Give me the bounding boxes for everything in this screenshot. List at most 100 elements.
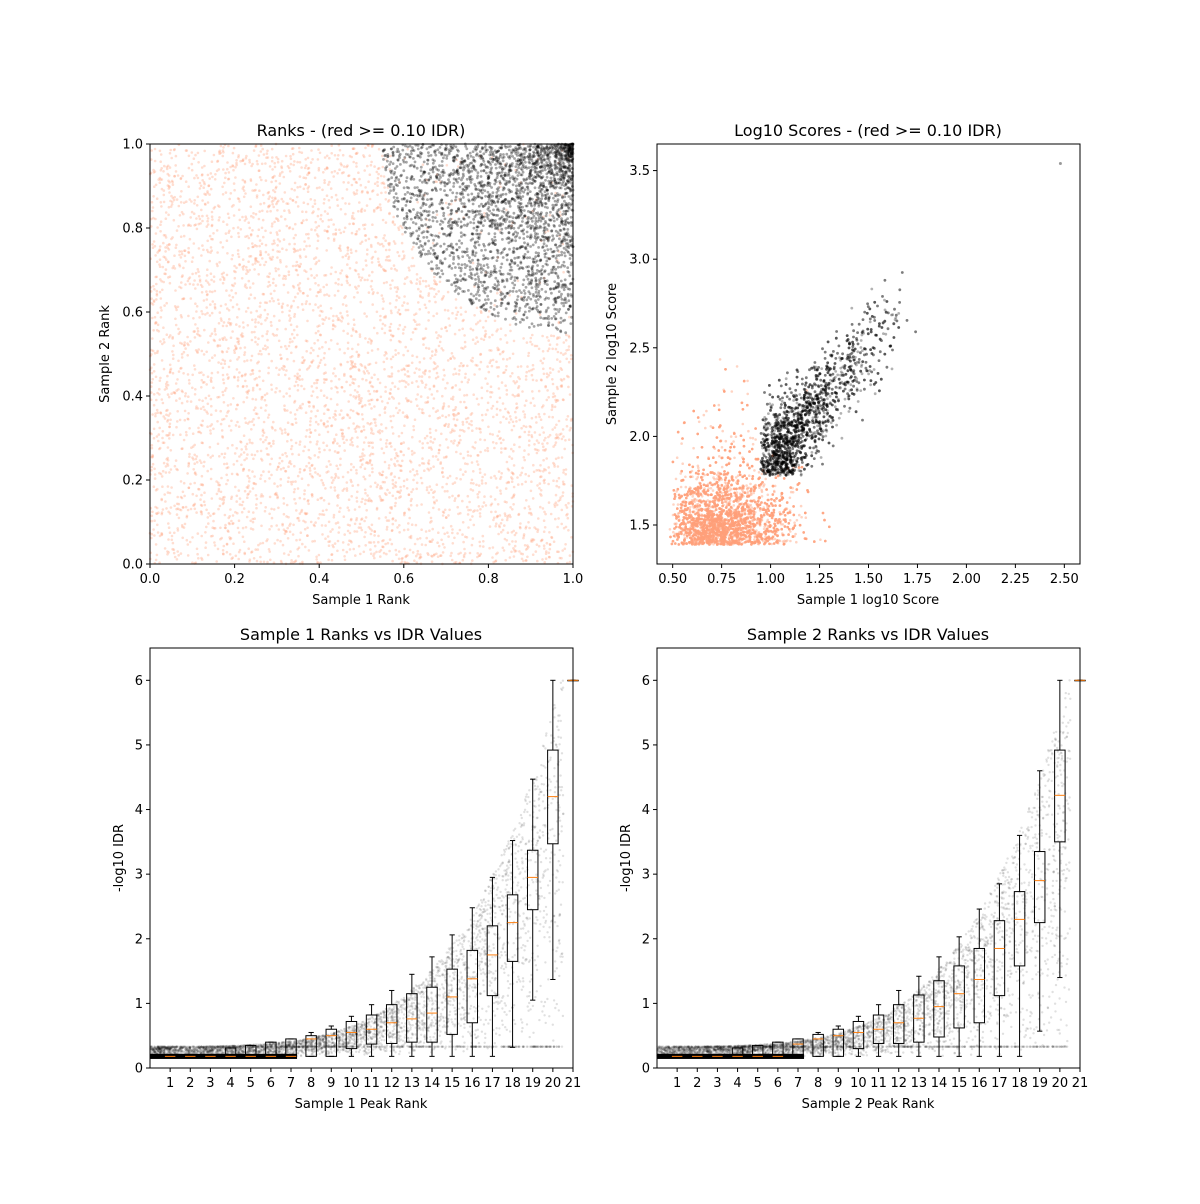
ranks-fail-point <box>416 385 420 389</box>
ranks-fail-point <box>367 444 371 448</box>
ranks-fail-point <box>424 369 427 372</box>
ranks-fail-point <box>343 390 346 393</box>
ranks-fail-point <box>176 550 179 553</box>
ranks-fail-point <box>169 449 173 452</box>
ranks-pass-point <box>558 224 561 228</box>
ranks-fail-point <box>153 315 157 319</box>
ranks-fail-point <box>512 503 515 506</box>
ranks-fail-point <box>295 269 299 272</box>
ranks-fail-point <box>195 174 198 177</box>
ranks-fail-point <box>358 275 361 279</box>
ranks-fail-point <box>294 502 298 505</box>
ranks-fail-point <box>403 560 407 564</box>
ranks-fail-point <box>316 378 320 382</box>
ranks-fail-point <box>380 294 384 297</box>
ranks-fail-point <box>218 149 222 153</box>
ranks-fail-point <box>315 261 319 264</box>
ranks-fail-point <box>397 387 400 391</box>
ranks-fail-point <box>416 393 420 396</box>
ranks-fail-point <box>250 354 254 358</box>
ranks-fail-point <box>187 486 191 490</box>
ranks-fail-point <box>454 497 457 500</box>
ranks-fail-point <box>207 184 210 188</box>
ranks-fail-point <box>155 506 159 510</box>
ranks-fail-point <box>179 367 182 370</box>
ranks-fail-point <box>195 511 198 514</box>
ranks-fail-point <box>295 538 298 542</box>
ranks-fail-point <box>167 179 170 183</box>
ranks-fail-point <box>186 335 189 339</box>
ranks-fail-point <box>393 484 396 487</box>
ranks-fail-point <box>274 217 278 220</box>
ranks-fail-point <box>260 162 264 166</box>
ranks-fail-point <box>222 417 226 421</box>
ranks-fail-point <box>389 419 393 423</box>
ranks-fail-point <box>484 504 488 507</box>
ranks-fail-point <box>351 347 354 351</box>
ranks-fail-point <box>285 265 288 268</box>
ranks-fail-point <box>351 214 354 218</box>
ranks-fail-point <box>179 235 183 238</box>
ranks-fail-point <box>353 508 357 511</box>
ranks-fail-point <box>415 323 419 327</box>
ranks-fail-point <box>370 279 374 283</box>
ranks-fail-point <box>554 517 557 521</box>
ranks-fail-point <box>203 380 206 384</box>
ranks-fail-point <box>523 404 527 407</box>
ranks-fail-point <box>364 498 367 502</box>
ranks-fail-point <box>282 200 285 203</box>
ranks-fail-point <box>308 466 312 470</box>
ranks-fail-point <box>270 180 273 184</box>
ranks-fail-point <box>379 318 382 322</box>
ranks-fail-point <box>565 357 568 361</box>
ranks-pass-point <box>534 290 538 294</box>
ranks-fail-point <box>331 327 335 331</box>
ranks-fail-point <box>355 287 358 290</box>
ranks-fail-point <box>322 422 326 425</box>
ranks-fail-point <box>454 306 458 310</box>
ranks-fail-point <box>514 540 517 543</box>
ranks-fail-point <box>442 368 446 372</box>
ranks-fail-point <box>359 363 363 366</box>
ranks-fail-point <box>220 429 224 432</box>
ranks-fail-point <box>333 367 336 370</box>
ranks-fail-point <box>379 485 383 488</box>
ranks-fail-point <box>221 366 225 370</box>
ranks-fail-point <box>231 151 235 155</box>
ranks-fail-point <box>238 455 241 458</box>
ranks-fail-point <box>331 441 335 444</box>
ranks-fail-point <box>245 359 249 362</box>
ranks-fail-point <box>470 423 473 427</box>
ranks-fail-point <box>377 540 380 544</box>
ranks-fail-point <box>213 526 217 530</box>
ranks-fail-point <box>430 488 433 492</box>
ranks-fail-point <box>317 306 320 309</box>
ranks-fail-point <box>498 229 501 232</box>
ranks-fail-point <box>382 316 386 319</box>
ranks-fail-point <box>307 483 310 487</box>
ranks-fail-point <box>258 189 261 192</box>
ranks-fail-point <box>249 311 253 314</box>
ranks-fail-point <box>441 378 445 381</box>
ranks-fail-point <box>421 296 424 299</box>
ranks-fail-point <box>252 423 256 427</box>
ranks-fail-point <box>522 424 526 428</box>
ranks-fail-point <box>221 393 225 397</box>
ranks-pass-point <box>507 231 511 235</box>
ranks-fail-point <box>182 201 186 204</box>
ranks-fail-point <box>182 266 185 270</box>
ranks-fail-point <box>333 450 337 453</box>
ranks-fail-point <box>310 464 314 468</box>
ranks-fail-point <box>298 496 302 500</box>
ranks-fail-point <box>409 503 413 507</box>
ranks-fail-point <box>530 513 533 516</box>
ranks-fail-point <box>565 349 568 352</box>
ranks-pass-point <box>543 249 546 253</box>
ranks-fail-point <box>192 283 195 286</box>
ranks-fail-point <box>235 159 238 162</box>
ranks-fail-point <box>187 185 190 188</box>
ranks-fail-point <box>322 513 326 516</box>
ranks-fail-point <box>510 471 514 474</box>
ranks-fail-point <box>261 257 264 260</box>
ranks-fail-point <box>172 218 176 222</box>
